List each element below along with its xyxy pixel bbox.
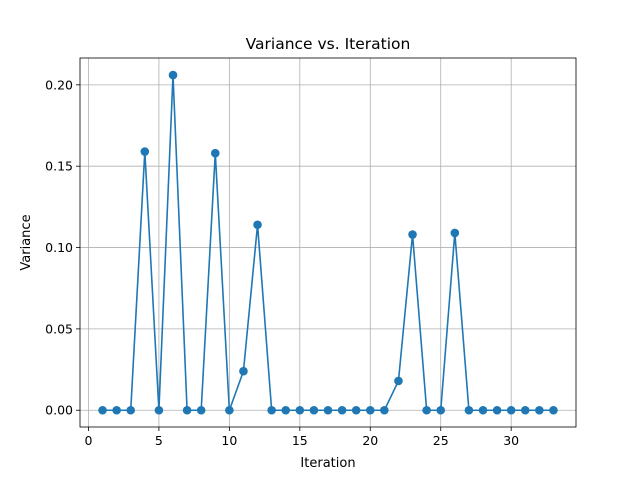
data-point: [126, 405, 136, 415]
y-axis: 0.00 0.05 0.10 0.15 0.20: [45, 77, 80, 418]
data-point: [98, 405, 107, 415]
x-axis: 0 5 10 15 20 25 30: [84, 427, 519, 448]
data-point: [239, 366, 248, 376]
data-point: [422, 405, 431, 415]
y-tick-label: 0.20: [45, 77, 73, 92]
data-point: [309, 405, 319, 415]
y-tick-label: 0.10: [45, 240, 73, 255]
data-point: [295, 405, 305, 415]
data-point: [154, 405, 164, 415]
data-point: [323, 405, 333, 415]
data-point: [535, 405, 544, 415]
data-point: [394, 376, 403, 386]
data-point: [140, 147, 150, 156]
data-point: [520, 405, 530, 415]
data-point: [267, 405, 276, 415]
data-point: [506, 405, 516, 415]
data-point: [225, 405, 234, 415]
data-point: [380, 405, 389, 415]
data-point: [436, 405, 446, 415]
data-point: [492, 405, 502, 415]
grid-lines: [80, 58, 576, 427]
data-point: [112, 405, 121, 415]
x-tick-label: 25: [433, 433, 449, 448]
x-tick-label: 20: [362, 433, 378, 448]
data-point: [253, 220, 262, 230]
x-tick-label: 15: [292, 433, 308, 448]
data-point: [210, 148, 220, 158]
x-axis-label: Iteration: [300, 456, 355, 471]
x-tick-label: 0: [84, 433, 92, 448]
y-tick-label: 0.00: [45, 403, 73, 418]
plot-area-frame: [79, 57, 577, 428]
data-point: [464, 405, 474, 415]
data-point: [549, 405, 558, 415]
data-point: [196, 405, 206, 415]
y-tick-label: 0.15: [45, 159, 73, 174]
data-point: [365, 405, 375, 415]
data-point: [351, 405, 361, 415]
x-tick-label: 5: [155, 433, 163, 448]
data-point: [168, 70, 178, 80]
chart-title: Variance vs. Iteration: [246, 35, 411, 53]
data-point: [337, 405, 347, 415]
data-point: [408, 230, 417, 239]
x-tick-label: 30: [503, 433, 519, 448]
data-point: [478, 405, 488, 415]
data-point: [182, 405, 192, 415]
data-point: [450, 228, 460, 238]
y-axis-label: Variance: [19, 214, 34, 270]
x-tick-label: 10: [221, 433, 237, 448]
data-point: [281, 405, 291, 415]
series-line-group: [98, 70, 558, 415]
y-tick-label: 0.05: [45, 321, 73, 336]
